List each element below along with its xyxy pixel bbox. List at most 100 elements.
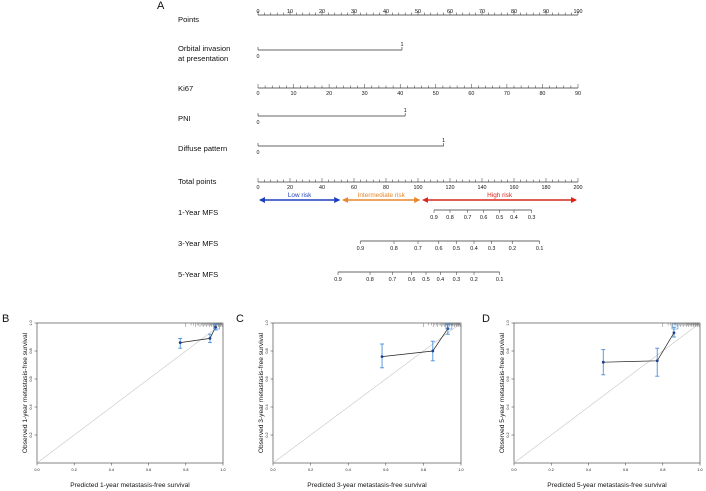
calibration-plot-C: C 0.0 0.2 0.4 0.6 0.8 1.0 0.2 0.4 0.6 0.8 1.0 Predic… (236, 313, 464, 489)
row-label: at presentation (178, 54, 228, 63)
x-tick-label: 0.6 (383, 468, 388, 472)
category-label: 0 (257, 54, 260, 60)
x-tick-label: 0.4 (109, 468, 114, 472)
tick-label: 50 (433, 91, 439, 97)
panel-label-a: A (157, 0, 165, 12)
nomogram-row-pni: PNI 0 1 (178, 108, 407, 126)
calibration-line (603, 332, 675, 363)
tick-label: 0.8 (390, 246, 398, 252)
category-label: 1 (404, 108, 407, 114)
y-tick-label: 0.4 (506, 404, 510, 409)
x-tick-label: 0.4 (346, 468, 351, 472)
row-label: Orbital invasion (178, 44, 230, 53)
x-axis-title: Predicted 5-year metastasis-free surviva… (547, 482, 667, 489)
data-point (601, 360, 605, 364)
nomogram-row-total: Total points 0 20 40 60 80 100 120 140 160 180 200 (178, 177, 583, 191)
tick-label: 90 (575, 91, 581, 97)
tick-label: 0.5 (422, 277, 430, 283)
x-tick-label: 0.2 (72, 468, 77, 472)
tick-label: 0.1 (496, 277, 504, 283)
data-point (446, 327, 450, 330)
tick-label: 0.4 (470, 246, 478, 252)
row-label: 3-Year MFS (178, 239, 218, 248)
panel-label: D (482, 313, 490, 325)
category-label: 1 (401, 42, 404, 48)
tick-label: 0.7 (464, 215, 472, 221)
tick-label: 80 (511, 9, 517, 15)
tick-label: 0.9 (357, 246, 365, 252)
data-point (178, 341, 182, 344)
y-tick-label: 0.4 (29, 404, 33, 409)
y-tick-label: 1.0 (29, 320, 33, 325)
reference-diagonal (272, 322, 462, 464)
nomogram-row-points: Points 0 10 20 30 40 50 60 70 80 90 100 (178, 9, 583, 24)
corner-box (213, 323, 220, 330)
y-tick-label: 0.6 (506, 376, 510, 381)
x-tick-label: 1.0 (458, 468, 463, 472)
tick-label: 90 (543, 9, 549, 15)
tick-label: 140 (478, 185, 487, 191)
corner-box (671, 323, 679, 330)
x-tick-label: 0.0 (511, 468, 516, 472)
row-label: 5-Year MFS (178, 270, 218, 279)
x-tick-label: 0.4 (586, 468, 591, 472)
calibration-plot-D: D 0.0 0.2 0.4 0.6 0.8 1.0 0.2 0.4 0.6 0.8 1.0 Predic… (482, 313, 703, 489)
risk-label: Intermediate risk (358, 192, 406, 199)
y-axis-title: Observed 3-year metastasis-free survival (258, 332, 265, 453)
data-point (672, 331, 676, 335)
y-axis-title: Observed 1-year metastasis-free survival (22, 332, 29, 453)
tick-label: 60 (468, 91, 474, 97)
row-label: Diffuse pattern (178, 144, 227, 153)
tick-label: 70 (504, 91, 510, 97)
tick-label: 0.3 (453, 277, 461, 283)
tick-label: 0.9 (334, 277, 342, 283)
tick-label: 0.6 (408, 277, 416, 283)
data-point (655, 359, 659, 363)
x-tick-label: 0.0 (270, 468, 275, 472)
category-label: 1 (442, 138, 445, 144)
x-tick-label: 0.8 (421, 468, 426, 472)
y-tick-label: 0.2 (506, 432, 510, 437)
tick-label: 30 (362, 91, 368, 97)
y-axis-title: Observed 5-year metastasis-free survival (499, 332, 506, 453)
nomogram-row-ki67: Ki67 0 10 20 30 40 50 60 70 80 90 (178, 84, 581, 97)
tick-label: 0.8 (366, 277, 374, 283)
y-tick-label: 0.6 (29, 376, 33, 381)
tick-label: 100 (414, 185, 423, 191)
y-tick-label: 0.2 (29, 432, 33, 437)
tick-label: 0.1 (536, 246, 544, 252)
tick-label: 60 (351, 185, 357, 191)
y-tick-label: 0.8 (265, 348, 269, 353)
panel-label: C (236, 313, 244, 325)
reference-diagonal (513, 322, 701, 464)
tick-label: 10 (291, 91, 297, 97)
y-tick-label: 0.8 (29, 348, 33, 353)
tick-label: 0.9 (430, 215, 438, 221)
tick-label: 40 (383, 9, 389, 15)
nomogram-row-mfs1: 1-Year MFS 0.9 0.8 0.7 0.6 0.5 0.4 0.3 (178, 208, 535, 221)
plot-frame (272, 322, 462, 464)
risk-group-1: Intermediate risk (342, 192, 421, 203)
tick-label: 0.3 (528, 215, 536, 221)
x-tick-label: 0.6 (146, 468, 151, 472)
x-tick-label: 0.6 (623, 468, 628, 472)
panel-label: B (2, 313, 9, 325)
tick-label: 80 (539, 91, 545, 97)
tick-label: 50 (415, 9, 421, 15)
x-tick-label: 1.0 (220, 468, 225, 472)
row-label: Points (178, 15, 199, 24)
calibration-line (382, 328, 449, 357)
tick-label: 0 (257, 91, 260, 97)
tick-label: 0.2 (470, 277, 478, 283)
row-label: Total points (178, 177, 217, 186)
data-point (208, 337, 212, 340)
x-tick-label: 0.8 (183, 468, 188, 472)
calibration-plots: B 0.0 0.2 0.4 0.6 0.8 1.0 0.2 0.4 0.6 0.8 1.0 Predic… (2, 313, 703, 489)
tick-label: 0.2 (509, 246, 517, 252)
y-tick-label: 1.0 (265, 320, 269, 325)
tick-label: 0.5 (496, 215, 504, 221)
x-tick-label: 0.0 (34, 468, 39, 472)
tick-label: 20 (326, 91, 332, 97)
